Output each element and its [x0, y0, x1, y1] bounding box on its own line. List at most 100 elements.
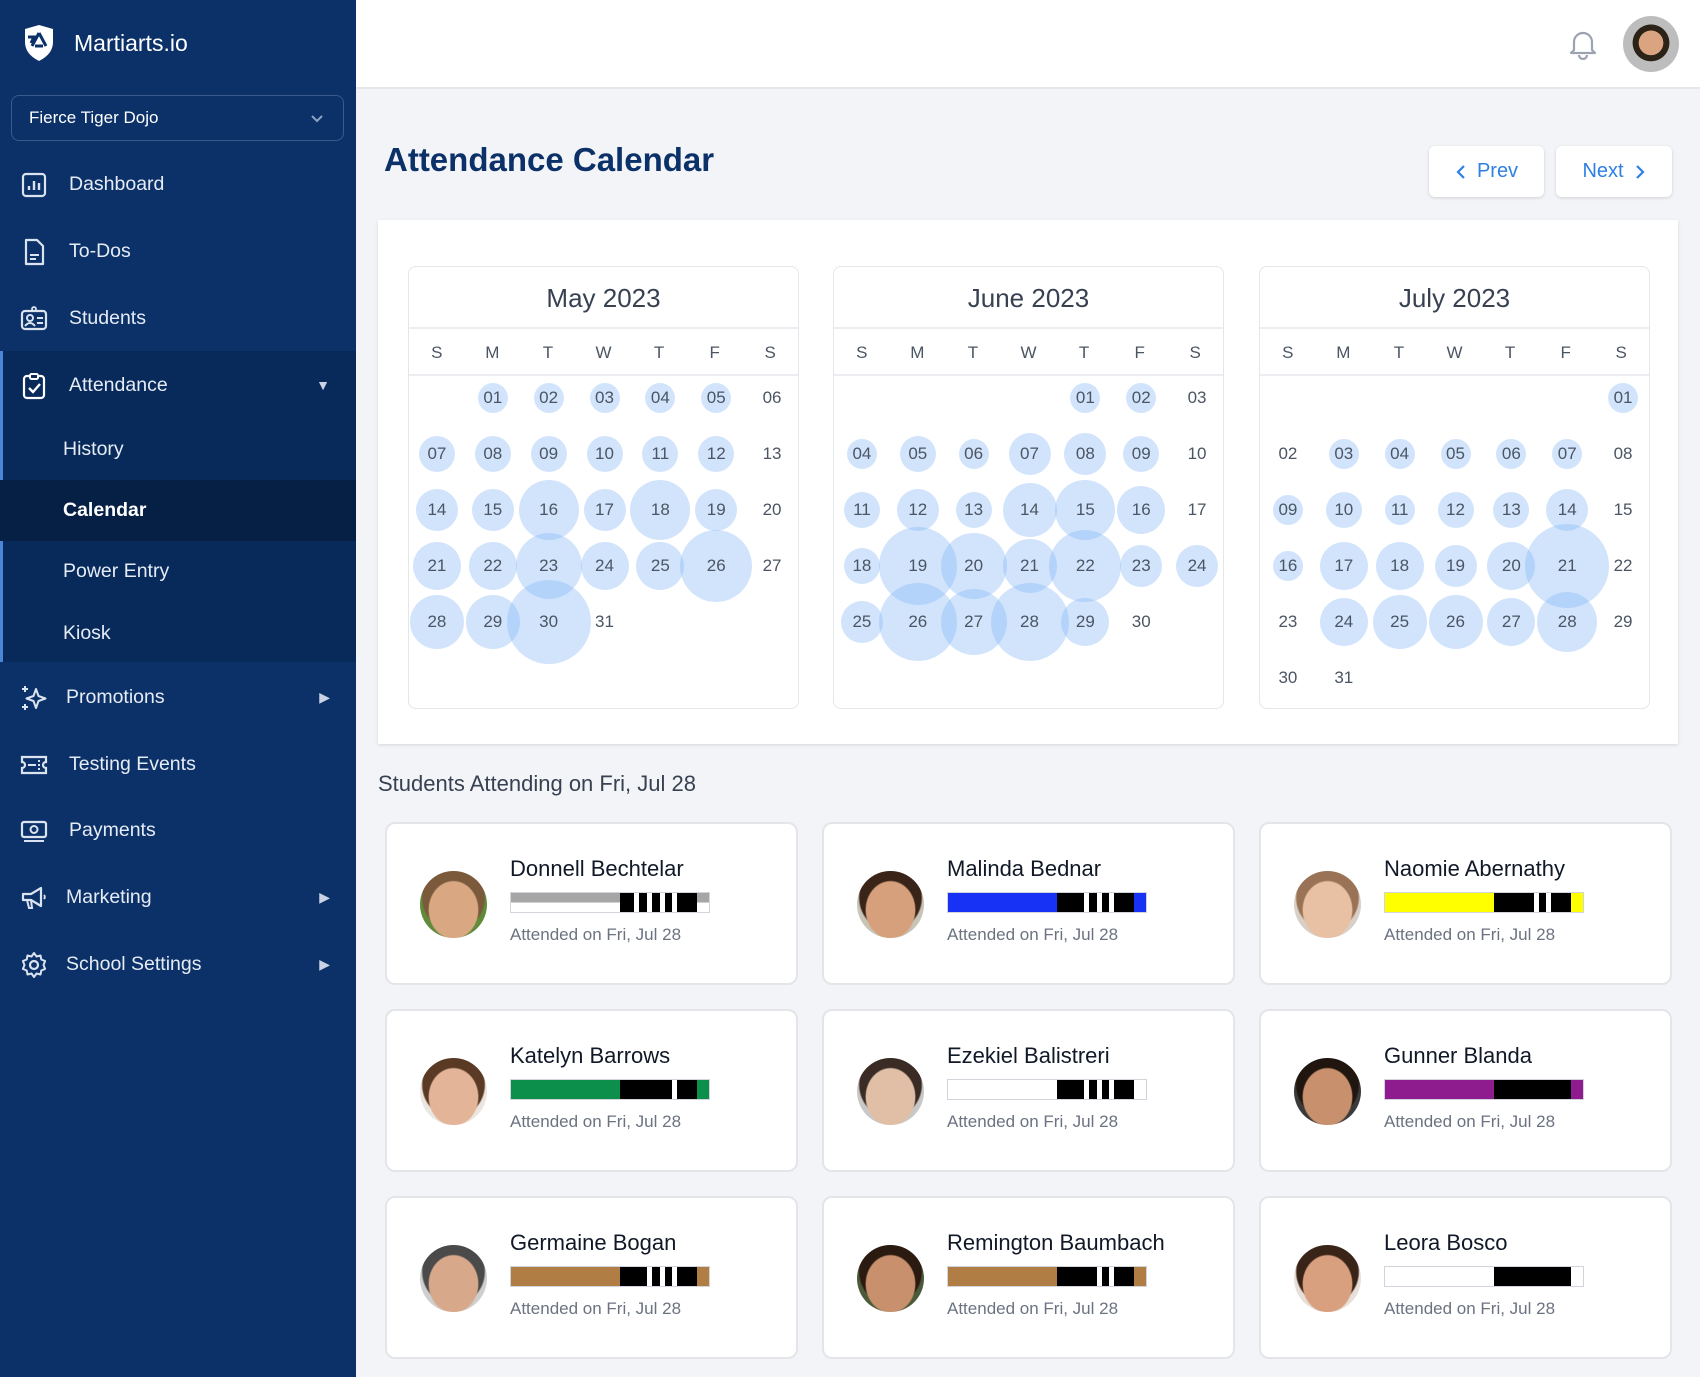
day-number[interactable]: 21 — [1020, 556, 1039, 575]
student-card[interactable]: Gunner Blanda Attended on Fri, Jul 28 — [1259, 1009, 1672, 1172]
attendance-bubble[interactable] — [1434, 545, 1477, 587]
attendance-bubble[interactable] — [506, 580, 591, 664]
attendance-bubble[interactable] — [1123, 436, 1160, 472]
day-number[interactable]: 22 — [483, 556, 503, 575]
day-number[interactable]: 01 — [483, 388, 503, 407]
day-number[interactable]: 30 — [1278, 668, 1298, 687]
day-number[interactable]: 04 — [650, 388, 670, 407]
day-number[interactable]: 28 — [427, 612, 447, 631]
day-number[interactable]: 31 — [595, 612, 614, 631]
day-number[interactable]: 27 — [964, 612, 984, 631]
attendance-bubble[interactable] — [1002, 539, 1057, 593]
attendance-bubble[interactable] — [958, 439, 989, 469]
attendance-bubble[interactable] — [1061, 598, 1110, 646]
attendance-bubble[interactable] — [1496, 439, 1527, 469]
day-number[interactable]: 08 — [1075, 444, 1095, 463]
attendance-bubble[interactable] — [1428, 595, 1483, 649]
day-number[interactable]: 20 — [964, 556, 984, 575]
day-number[interactable]: 26 — [1446, 612, 1465, 631]
attendance-bubble[interactable] — [1608, 383, 1639, 413]
attendance-bubble[interactable] — [412, 542, 461, 590]
attendance-bubble[interactable] — [1272, 551, 1303, 581]
attendance-bubble[interactable] — [515, 533, 582, 599]
day-number[interactable]: 06 — [1501, 444, 1521, 463]
day-number[interactable]: 27 — [762, 556, 782, 575]
sidebar-item-payments[interactable]: Payments — [0, 801, 356, 859]
day-number[interactable]: 05 — [706, 388, 726, 407]
day-number[interactable]: 18 — [852, 556, 872, 575]
day-number[interactable]: 09 — [539, 444, 559, 463]
day-number[interactable]: 10 — [595, 444, 614, 463]
attendance-bubble[interactable] — [1008, 433, 1051, 475]
prev-button[interactable]: Prev — [1429, 146, 1544, 197]
bell-icon[interactable] — [1569, 28, 1597, 60]
day-number[interactable]: 22 — [1613, 556, 1633, 575]
day-number[interactable]: 25 — [650, 556, 670, 575]
attendance-bubble[interactable] — [642, 436, 679, 472]
attendance-bubble[interactable] — [468, 542, 517, 590]
attendance-bubble[interactable] — [1328, 439, 1359, 469]
student-card[interactable]: Naomie Abernathy Attended on Fri, Jul 28 — [1259, 822, 1672, 985]
day-number[interactable]: 13 — [964, 500, 984, 519]
day-number[interactable]: 04 — [852, 444, 872, 463]
day-number[interactable]: 06 — [762, 388, 782, 407]
attendance-bubble[interactable] — [586, 436, 623, 472]
day-number[interactable]: 02 — [1278, 444, 1298, 463]
attendance-bubble[interactable] — [1487, 598, 1536, 646]
day-number[interactable]: 10 — [1334, 500, 1354, 519]
day-number[interactable]: 11 — [651, 444, 670, 463]
attendance-bubble[interactable] — [1070, 383, 1101, 413]
student-card[interactable]: Katelyn Barrows Attended on Fri, Jul 28 — [385, 1009, 798, 1172]
day-number[interactable]: 03 — [1334, 444, 1354, 463]
sidebar-item-students[interactable]: Students — [0, 289, 356, 347]
day-number[interactable]: 23 — [539, 556, 559, 575]
sidebar-item-attendance[interactable]: Attendance ▼ — [0, 356, 356, 414]
day-number[interactable]: 17 — [1334, 556, 1354, 575]
attendance-bubble[interactable] — [1493, 492, 1530, 528]
day-number[interactable]: 03 — [1187, 388, 1207, 407]
day-number[interactable]: 29 — [483, 612, 503, 631]
day-number[interactable]: 11 — [1390, 500, 1409, 519]
attendance-bubble[interactable] — [1319, 542, 1368, 590]
attendance-bubble[interactable] — [878, 583, 957, 661]
day-number[interactable]: 15 — [1075, 500, 1095, 519]
sidebar-item-school-settings[interactable]: School Settings ▶ — [0, 935, 356, 993]
day-number[interactable]: 12 — [706, 444, 726, 463]
day-number[interactable]: 24 — [1187, 556, 1207, 575]
day-number[interactable]: 29 — [1075, 612, 1095, 631]
day-number[interactable]: 04 — [1390, 444, 1410, 463]
attendance-bubble[interactable] — [583, 489, 626, 531]
day-number[interactable]: 08 — [483, 444, 503, 463]
school-select[interactable]: Fierce Tiger Dojo — [11, 95, 344, 141]
day-number[interactable]: 18 — [1390, 556, 1410, 575]
attendance-bubble[interactable] — [1525, 524, 1610, 608]
day-number[interactable]: 19 — [908, 556, 928, 575]
day-number[interactable]: 16 — [1131, 500, 1151, 519]
attendance-bubble[interactable] — [1117, 486, 1166, 534]
sidebar-item-todos[interactable]: To-Dos — [0, 222, 356, 280]
attendance-bubble[interactable] — [630, 480, 691, 540]
attendance-bubble[interactable] — [899, 436, 936, 472]
attendance-bubble[interactable] — [580, 542, 629, 590]
attendance-bubble[interactable] — [533, 383, 564, 413]
attendance-bubble[interactable] — [1064, 433, 1107, 475]
day-number[interactable]: 01 — [1613, 388, 1633, 407]
attendance-bubble[interactable] — [695, 489, 738, 531]
day-number[interactable]: 16 — [1278, 556, 1298, 575]
attendance-bubble[interactable] — [940, 589, 1007, 655]
day-number[interactable]: 26 — [706, 556, 726, 575]
attendance-bubble[interactable] — [1384, 495, 1415, 525]
attendance-bubble[interactable] — [1437, 492, 1474, 528]
attendance-bubble[interactable] — [1049, 530, 1122, 602]
attendance-bubble[interactable] — [940, 533, 1007, 599]
student-card[interactable]: Ezekiel Balistreri Attended on Fri, Jul … — [822, 1009, 1235, 1172]
day-number[interactable]: 13 — [762, 444, 782, 463]
day-number[interactable]: 22 — [1075, 556, 1095, 575]
day-number[interactable]: 10 — [1187, 444, 1207, 463]
day-number[interactable]: 01 — [1075, 388, 1095, 407]
attendance-bubble[interactable] — [1552, 439, 1583, 469]
attendance-bubble[interactable] — [1546, 489, 1589, 531]
day-number[interactable]: 12 — [1446, 500, 1465, 519]
attendance-bubble[interactable] — [680, 530, 753, 602]
attendance-bubble[interactable] — [701, 383, 732, 413]
